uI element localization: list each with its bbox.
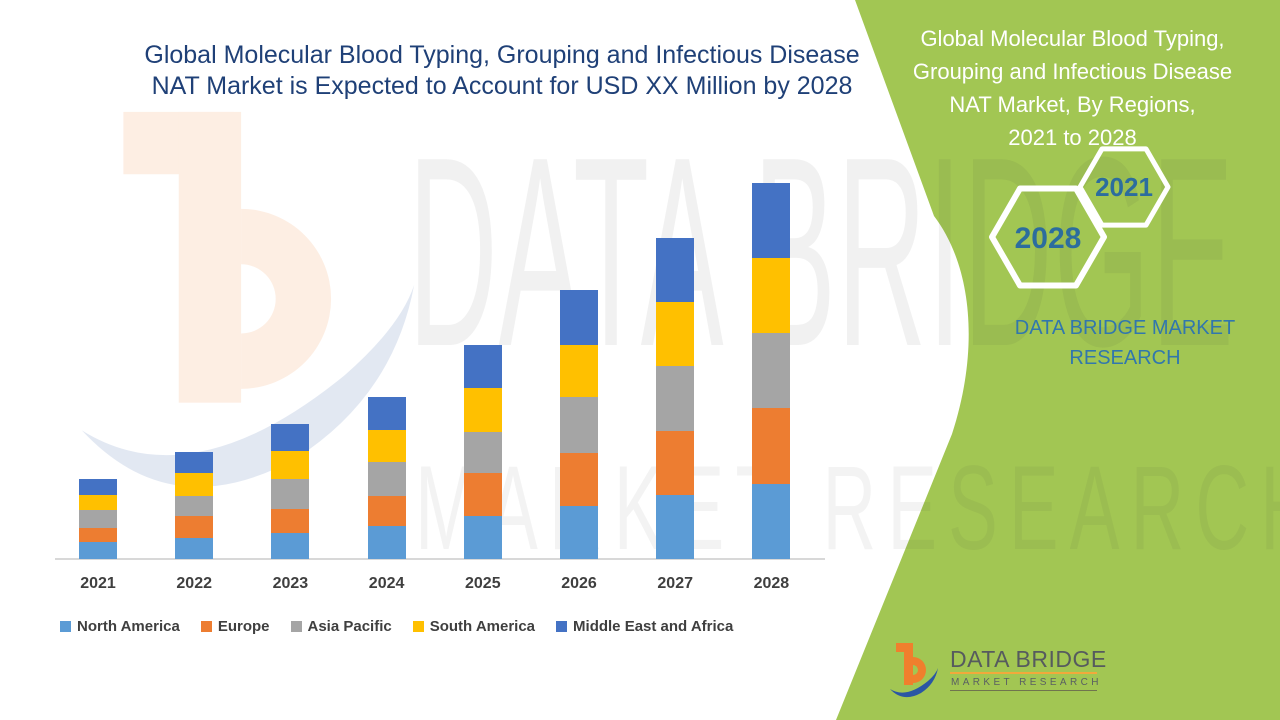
bar-segment-2026-asia-pacific [560,397,598,453]
bar-segment-2022-middle-east-and-africa [175,452,214,473]
legend-label: North America [77,618,180,635]
bar-segment-2026-south-america [560,345,598,397]
chart-legend: North America Europe Asia Pacific South Ame… [60,618,733,635]
legend-item-north-america: North America [60,618,180,635]
chart-title-line2: NAT Market is Expected to Account for US… [151,72,853,100]
chart-title-line1: Global Molecular Blood Typing, Grouping … [144,41,860,69]
brand-text-line1: DATA BRIDGE MARKET [1014,317,1236,339]
legend-item-middle-east-and-africa: Middle East and Africa [556,618,733,635]
right-title-line3: NAT Market, By Regions, [949,92,1196,117]
bar-segment-2024-south-america [367,430,406,462]
x-axis-label-2028: 2028 [753,575,790,592]
x-axis-label-2027: 2027 [657,575,693,592]
legend-swatch [290,621,302,632]
right-title-line4: 2021 to 2028 [1008,125,1137,150]
faded-logo-watermark [81,111,415,486]
legend-label: Europe [217,618,270,635]
bar-segment-2025-north-america [463,516,502,559]
footer-logo-underline [950,672,1097,674]
bar-segment-2026-north-america [560,506,598,559]
footer-logo-mark [890,643,938,698]
x-axis-label-2026: 2026 [561,575,597,592]
right-panel-title: Global Molecular Blood Typing, Grouping … [900,22,1245,154]
x-axis-line [55,558,825,560]
x-axis-label-2021: 2021 [80,575,116,592]
bar-segment-2024-asia-pacific [367,462,406,496]
footer-logo-sub-underline [950,690,1097,691]
bar-segment-2021-asia-pacific [79,510,117,528]
legend-swatch [412,621,424,632]
green-band-shape [836,0,1280,720]
bar-segment-2027-asia-pacific [656,366,695,431]
bar-segment-2021-north-america [79,542,117,559]
bar-segment-2022-europe [175,516,214,538]
hexagon-2028 [989,185,1107,289]
chart-title: Global Molecular Blood Typing, Grouping … [58,40,946,102]
bar-segment-2023-north-america [271,533,310,559]
bar-segment-2026-middle-east-and-africa [560,290,598,345]
brand-text-line2: RESEARCH [1069,347,1181,369]
legend-swatch [200,621,212,632]
bar-segment-2028-south-america [752,258,791,333]
bar-segment-2021-south-america [79,495,117,510]
legend-label: Asia Pacific [307,618,392,635]
legend-label: South America [429,618,536,635]
bar-segment-2028-north-america [752,484,791,559]
legend-item-asia-pacific: Asia Pacific [290,618,392,635]
right-title-line1: Global Molecular Blood Typing, [920,26,1225,51]
bar-segment-2024-north-america [367,526,406,559]
legend-item-south-america: South America [412,618,536,635]
hexagon-2021 [1077,146,1171,228]
bar-segment-2023-south-america [271,451,310,479]
bar-segment-2024-middle-east-and-africa [367,397,406,430]
bar-segment-2023-europe [271,509,310,533]
bar-segment-2027-middle-east-and-africa [656,238,695,302]
hexagon-2028-label: 2028 [1015,222,1082,255]
bar-segment-2027-north-america [656,495,695,559]
bar-segment-2025-south-america [463,388,502,432]
bar-segment-2022-asia-pacific [175,496,214,516]
bar-segment-2024-europe [367,496,406,526]
bar-segment-2021-europe [79,528,117,542]
bar-segment-2028-asia-pacific [752,333,791,408]
bar-segment-2026-europe [560,453,598,506]
x-axis-label-2024: 2024 [368,575,405,592]
right-title-line2: Grouping and Infectious Disease [912,59,1233,84]
bar-segment-2022-north-america [175,538,214,559]
bar-segment-2028-europe [752,408,791,484]
bar-segment-2021-middle-east-and-africa [79,479,117,495]
x-axis-label-2023: 2023 [272,575,309,592]
footer-logo-name: DATA BRIDGE [950,646,1107,672]
legend-swatch [60,621,71,632]
footer-logo-subtitle: MARKET RESEARCH [951,677,1102,688]
x-axis-label-2022: 2022 [176,575,212,592]
legend-item-europe: Europe [200,618,270,635]
bar-segment-2023-middle-east-and-africa [271,424,310,451]
bar-segment-2023-asia-pacific [271,479,310,509]
bar-segment-2025-asia-pacific [463,432,502,473]
bar-segment-2025-middle-east-and-africa [463,345,502,388]
bar-segment-2022-south-america [175,473,214,496]
bar-segment-2025-europe [463,473,502,516]
x-axis-label-2025: 2025 [465,575,501,592]
bar-segment-2027-europe [656,431,695,495]
legend-label: Middle East and Africa [573,618,734,635]
hexagon-2021-label: 2021 [1095,172,1153,202]
legend-swatch [556,621,568,632]
bar-segment-2028-middle-east-and-africa [752,183,791,258]
bar-segment-2027-south-america [656,302,695,366]
watermark-text-marketresearch: MARKET RESEARCH [415,441,1280,575]
brand-text: DATA BRIDGE MARKET RESEARCH [975,313,1275,373]
